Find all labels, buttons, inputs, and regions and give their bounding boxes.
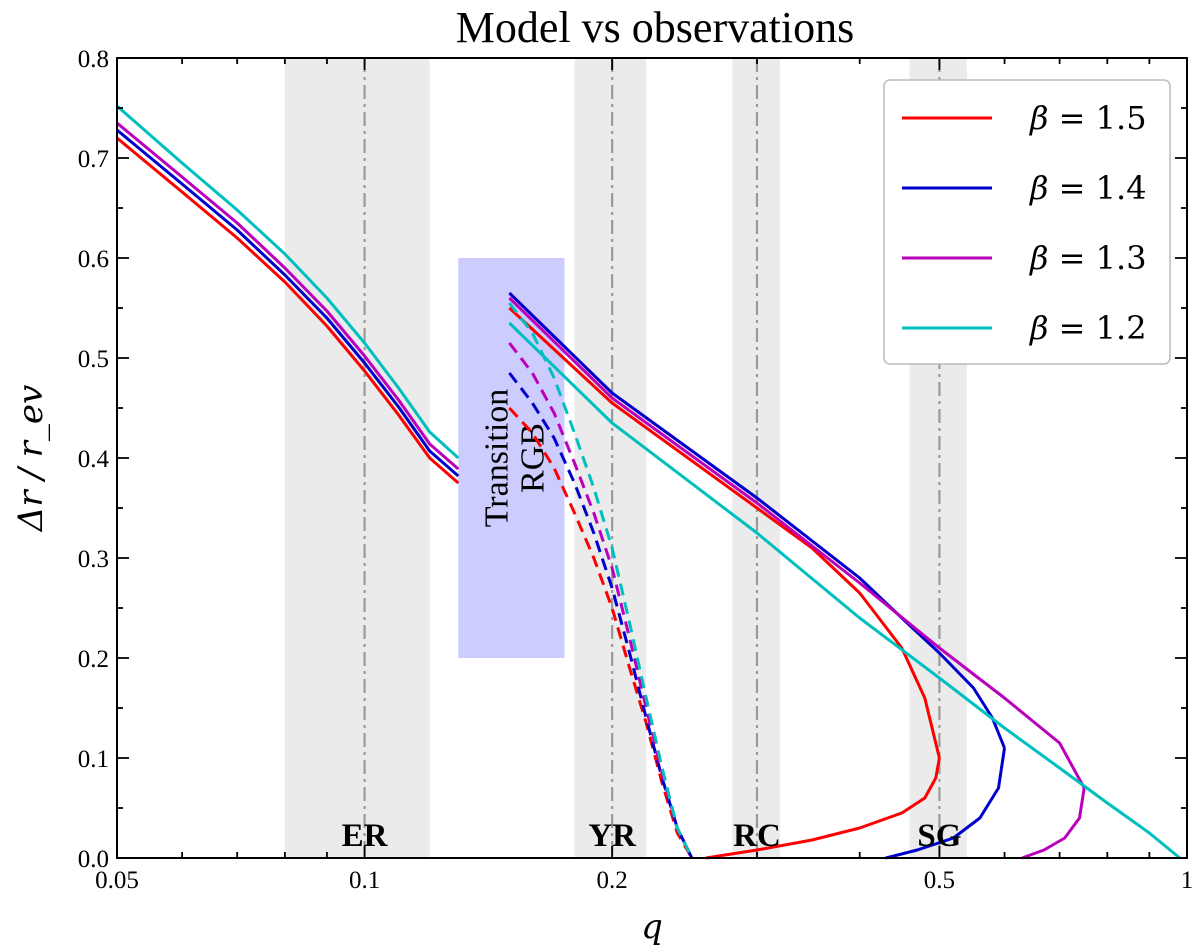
band-er bbox=[284, 58, 430, 858]
x-tick-label: 0.2 bbox=[597, 867, 628, 894]
series-beta-1-4-dashed bbox=[508, 372, 694, 859]
series-beta-1-5-early bbox=[116, 136, 460, 485]
legend-value: 1.3 bbox=[1096, 239, 1147, 277]
series-beta-1-3-early bbox=[116, 121, 460, 471]
legend-label-beta-1-4: β = 1.4 bbox=[1029, 169, 1147, 207]
series-beta-1-5-late-lower bbox=[705, 757, 941, 860]
series-beta-1-2-early bbox=[116, 104, 460, 460]
y-tick-label: 0.6 bbox=[78, 246, 109, 273]
x-tick-label: 0.1 bbox=[349, 867, 380, 894]
y-tick-label: 0.3 bbox=[78, 546, 109, 573]
series-beta-1-3-late-upper bbox=[508, 296, 1086, 789]
y-tick-label: 0.7 bbox=[78, 146, 109, 173]
x-tick-labels: 0.05 0.1 0.2 0.5 1 bbox=[95, 867, 1193, 894]
legend-prefix: β = bbox=[1029, 169, 1096, 207]
transition-label-line1: Transition bbox=[478, 389, 515, 528]
legend-value: 1.5 bbox=[1096, 99, 1147, 137]
x-axis-label: q bbox=[641, 907, 663, 947]
x-tick-label: 0.05 bbox=[95, 867, 139, 894]
legend-label-beta-1-2: β = 1.2 bbox=[1029, 309, 1147, 347]
legend-prefix: β = bbox=[1029, 99, 1096, 137]
legend-prefix: β = bbox=[1029, 309, 1096, 347]
band-label-rc: RC bbox=[733, 818, 781, 854]
y-tick-labels: 0.0 0.1 0.2 0.3 0.4 0.5 0.6 0.7 0.8 bbox=[78, 46, 110, 873]
legend-value: 1.2 bbox=[1096, 309, 1147, 347]
transition-label-line2: RGB bbox=[514, 423, 551, 493]
y-tick-label: 0.8 bbox=[78, 46, 109, 73]
series-beta-1-4-late-lower bbox=[885, 747, 1006, 860]
band-yr bbox=[574, 58, 647, 858]
observation-bands bbox=[284, 58, 967, 858]
series-beta-1-4-early bbox=[116, 128, 460, 478]
series-beta-1-2-dashed bbox=[508, 302, 694, 859]
y-axis-label: Δr / r_ev bbox=[11, 385, 51, 533]
series-beta-1-2-late-upper bbox=[508, 321, 1181, 860]
x-tick-label: 0.5 bbox=[924, 867, 955, 894]
legend: β = 1.5β = 1.4β = 1.3β = 1.2 bbox=[883, 79, 1171, 365]
x-tick-label: 1 bbox=[1181, 867, 1194, 894]
legend-box bbox=[883, 79, 1171, 365]
y-tick-label: 0.0 bbox=[78, 846, 109, 873]
series-lines bbox=[116, 104, 1181, 860]
series-beta-1-3-late-lower bbox=[1021, 787, 1086, 860]
legend-prefix: β = bbox=[1029, 239, 1096, 277]
legend-label-beta-1-3: β = 1.3 bbox=[1029, 239, 1147, 277]
y-tick-label: 0.4 bbox=[78, 446, 110, 473]
chart-title: Model vs observations bbox=[456, 3, 854, 52]
legend-label-beta-1-5: β = 1.5 bbox=[1029, 99, 1147, 137]
legend-value: 1.4 bbox=[1096, 169, 1147, 207]
y-tick-label: 0.2 bbox=[78, 646, 109, 673]
y-tick-label: 0.5 bbox=[78, 346, 109, 373]
axis-ticks bbox=[116, 57, 1188, 859]
y-tick-label: 0.1 bbox=[78, 746, 109, 773]
series-beta-1-5-late-upper bbox=[508, 306, 941, 759]
